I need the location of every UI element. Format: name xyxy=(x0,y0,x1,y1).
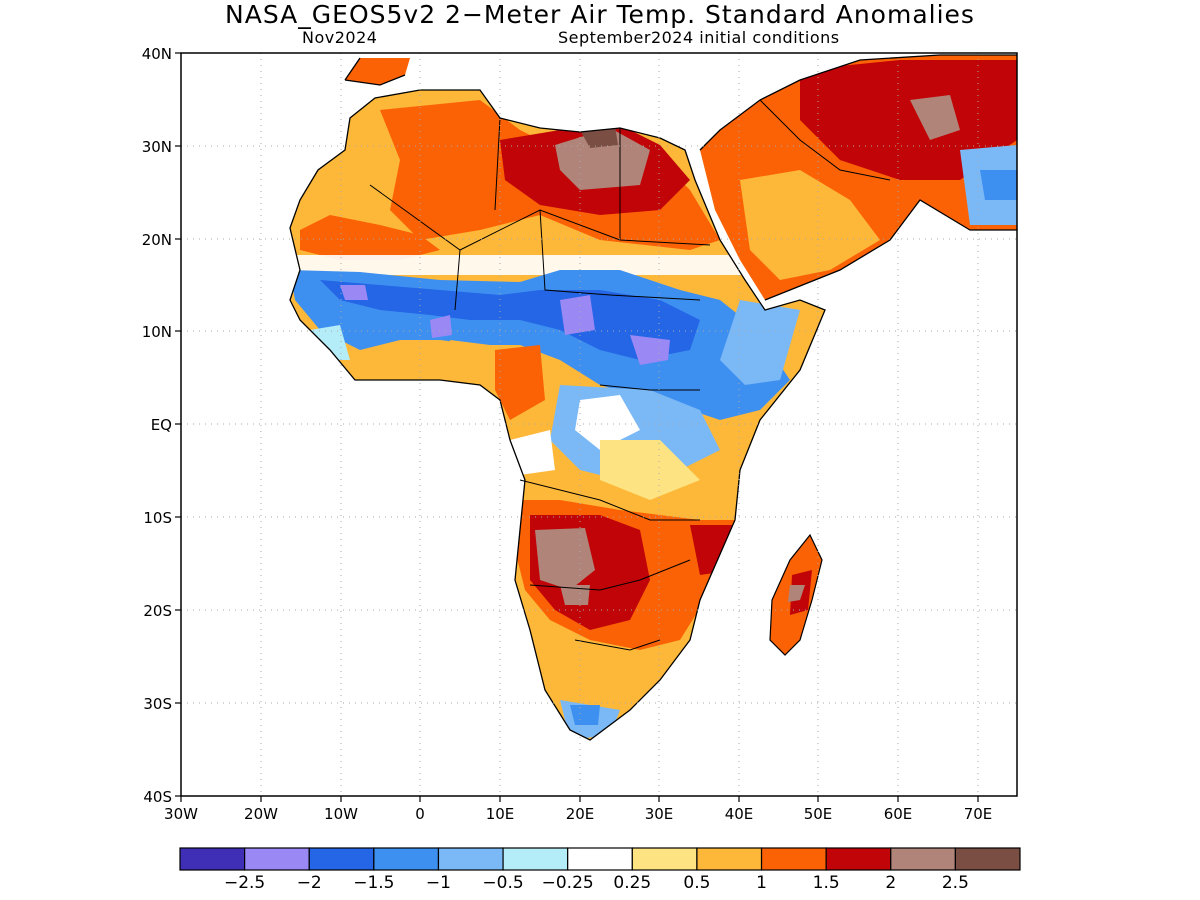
country-borders xyxy=(369,99,891,651)
lon-label-0: 0 xyxy=(415,805,425,823)
lon-label-40e: 40E xyxy=(725,805,754,823)
colorbar-label: 1 xyxy=(756,873,767,893)
colorbar-label: 2.5 xyxy=(942,873,969,893)
colorbar-label: −2 xyxy=(297,873,322,893)
lat-label-10s: 10S xyxy=(143,509,172,527)
colorbar-label: 1.5 xyxy=(813,873,840,893)
lon-label-20w: 20W xyxy=(244,805,278,823)
colorbar-label: 0.5 xyxy=(683,873,710,893)
lat-label-30s: 30S xyxy=(143,695,172,713)
lat-label-40s: 40S xyxy=(143,788,172,806)
colorbar-swatch xyxy=(567,847,633,871)
lon-label-60e: 60E xyxy=(884,805,913,823)
colorbar-label: −1.5 xyxy=(353,873,394,893)
lon-label-30e: 30E xyxy=(645,805,674,823)
colorbar-label: −0.5 xyxy=(482,873,523,893)
lon-label-50e: 50E xyxy=(804,805,833,823)
lat-label-20n: 20N xyxy=(142,231,172,249)
colorbar-swatch xyxy=(825,847,892,871)
colorbar-label: 2 xyxy=(885,873,896,893)
colorbar-swatch xyxy=(244,847,310,871)
lat-label-20s: 20S xyxy=(143,602,172,620)
lon-label-10e: 10E xyxy=(486,805,515,823)
colorbar-swatch xyxy=(179,847,246,871)
lat-label-10n: 10N xyxy=(142,323,172,341)
colorbar: −2.5 −2 −1.5 −1 −0.5 −0.25 0.25 0.5 1 1.5 2 2.5 xyxy=(179,847,1021,893)
lat-label-30n: 30N xyxy=(142,138,172,156)
colorbar-swatch xyxy=(760,847,827,871)
lon-label-20e: 20E xyxy=(566,805,595,823)
colorbar-swatch xyxy=(437,847,504,871)
colorbar-swatch xyxy=(308,847,375,871)
colorbar-label: −1 xyxy=(426,873,451,893)
colorbar-label: −0.25 xyxy=(542,873,594,893)
initial-conditions: September2024 initial conditions xyxy=(558,28,840,47)
forecast-month: Nov2024 xyxy=(302,28,378,47)
colorbar-label: −2.5 xyxy=(224,873,265,893)
colorbar-swatch xyxy=(631,847,698,871)
colorbar-swatch xyxy=(954,847,1021,871)
colorbar-swatch xyxy=(502,847,569,871)
lon-label-70e: 70E xyxy=(964,805,993,823)
lat-label-eq: EQ xyxy=(151,416,172,434)
colorbar-swatch xyxy=(890,847,956,871)
lon-label-10w: 10W xyxy=(324,805,358,823)
map-title: NASA_GEOS5v2 2−Meter Air Temp. Standard … xyxy=(225,0,975,29)
colorbar-swatch xyxy=(373,847,440,871)
graticule xyxy=(181,53,1017,796)
colorbar-label: 0.25 xyxy=(613,873,651,893)
lat-label-40n: 40N xyxy=(142,45,172,63)
lon-label-30w: 30W xyxy=(164,805,198,823)
colorbar-swatch xyxy=(696,847,763,871)
